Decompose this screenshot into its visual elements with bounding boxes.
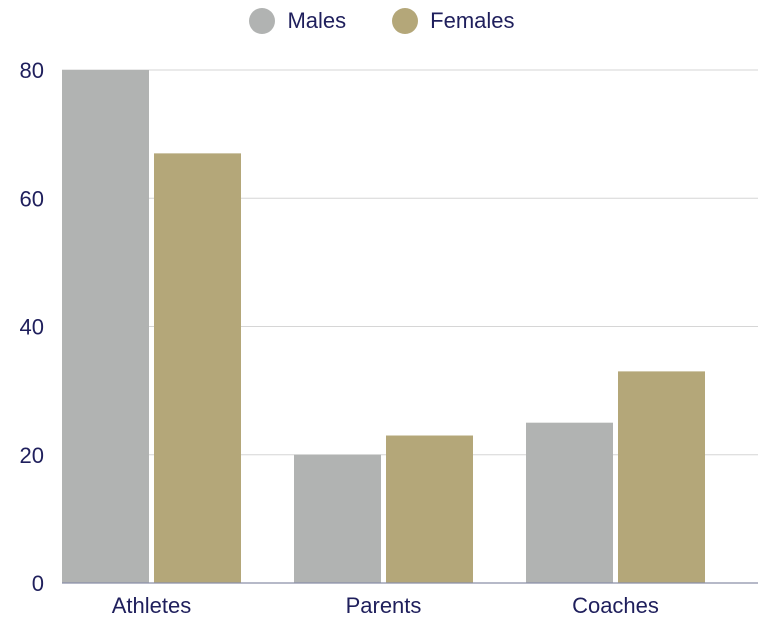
x-tick-label: Athletes xyxy=(112,593,192,618)
legend-item-males[interactable]: Males xyxy=(249,8,346,34)
bar-females-coaches[interactable] xyxy=(618,371,705,583)
bar-males-coaches[interactable] xyxy=(526,422,613,583)
bar-females-parents[interactable] xyxy=(386,435,473,583)
legend-label-males: Males xyxy=(287,8,347,33)
y-tick-label: 40 xyxy=(20,315,44,340)
y-axis: 0 20 40 60 80 xyxy=(20,58,44,596)
bar-males-athletes[interactable] xyxy=(62,70,149,583)
x-tick-label: Coaches xyxy=(572,593,659,618)
y-tick-label: 0 xyxy=(32,571,44,596)
y-tick-label: 60 xyxy=(20,186,44,211)
legend-item-females[interactable]: Females xyxy=(392,8,515,34)
bar-females-athletes[interactable] xyxy=(154,153,241,584)
bar-males-parents[interactable] xyxy=(294,454,381,583)
legend-swatch-females xyxy=(392,8,419,34)
x-axis: Athletes Parents Coaches xyxy=(62,582,758,618)
legend-label-females: Females xyxy=(430,8,515,33)
bars xyxy=(62,70,705,584)
x-tick-label: Parents xyxy=(346,593,422,618)
legend-swatch-males xyxy=(249,8,276,34)
y-tick-label: 80 xyxy=(20,58,44,83)
legend: Males Females xyxy=(0,8,764,34)
y-tick-label: 20 xyxy=(20,443,44,468)
